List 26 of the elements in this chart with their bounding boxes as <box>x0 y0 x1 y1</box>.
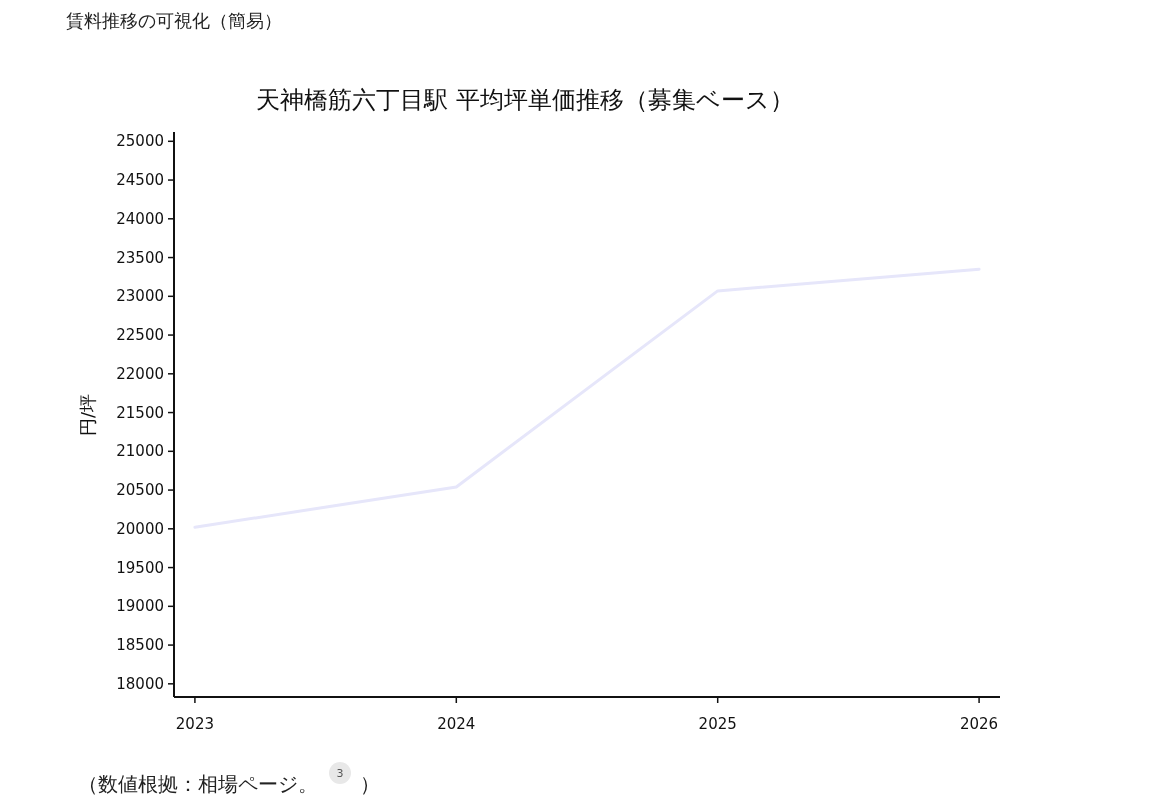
y-tick-label: 24000 <box>116 209 164 228</box>
y-tick-label: 21500 <box>116 403 164 422</box>
x-tick-label: 2023 <box>175 715 215 733</box>
y-tick-label: 18000 <box>116 674 164 693</box>
text: ） <box>360 772 380 796</box>
x-tick-label: 2026 <box>959 715 999 733</box>
line-series <box>193 267 981 529</box>
y-tick-label: 20500 <box>116 481 164 500</box>
text: 賃料推移の可視化（簡易） <box>66 10 282 31</box>
y-tick-label: 24500 <box>116 171 164 190</box>
y-tick-label: 25000 <box>116 132 164 151</box>
y-tick-label: 22000 <box>116 364 164 383</box>
text: 3 <box>336 767 344 780</box>
y-tick-label: 22500 <box>116 326 164 345</box>
x-tick-label: 2025 <box>698 715 737 733</box>
y-tick-label: 21000 <box>116 442 164 461</box>
y-tick-label: 18500 <box>116 636 164 655</box>
text: （数値根拠：相場ページ。 <box>78 772 318 796</box>
chart-title: 天神橋筋六丁目駅 平均坪単価推移（募集ベース） <box>256 86 794 114</box>
y-tick-label: 19000 <box>116 597 164 616</box>
y-tick-label: 23000 <box>116 287 164 306</box>
y-axis-title: 円/坪 <box>77 393 98 437</box>
y-tick-label: 23500 <box>116 248 164 267</box>
y-tick-label: 20000 <box>116 519 164 538</box>
x-tick-label: 2024 <box>437 715 476 733</box>
y-tick-label: 19500 <box>116 558 164 577</box>
